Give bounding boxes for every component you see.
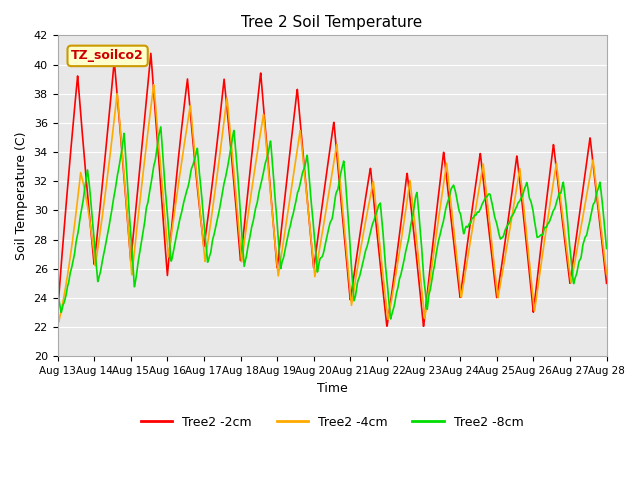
Tree2 -4cm bbox=[150, 82, 157, 88]
Tree2 -4cm bbox=[54, 317, 61, 323]
Tree2 -2cm bbox=[147, 50, 155, 56]
Tree2 -4cm bbox=[570, 265, 577, 271]
Tree2 -4cm bbox=[555, 178, 563, 184]
Line: Tree2 -4cm: Tree2 -4cm bbox=[58, 85, 607, 322]
X-axis label: Time: Time bbox=[317, 382, 348, 395]
Legend: Tree2 -2cm, Tree2 -4cm, Tree2 -8cm: Tree2 -2cm, Tree2 -4cm, Tree2 -8cm bbox=[136, 411, 529, 434]
Tree2 -2cm bbox=[348, 286, 356, 292]
Line: Tree2 -8cm: Tree2 -8cm bbox=[58, 127, 607, 319]
Tree2 -8cm bbox=[570, 281, 577, 287]
Tree2 -8cm bbox=[54, 288, 61, 294]
Tree2 -2cm bbox=[492, 288, 500, 294]
Tree2 -8cm bbox=[387, 316, 394, 322]
Tree2 -2cm bbox=[555, 185, 563, 191]
Tree2 -2cm bbox=[54, 310, 61, 315]
Tree2 -8cm bbox=[207, 249, 214, 255]
Line: Tree2 -2cm: Tree2 -2cm bbox=[58, 53, 607, 326]
Tree2 -4cm bbox=[492, 278, 500, 284]
Text: TZ_soilco2: TZ_soilco2 bbox=[71, 49, 144, 62]
Tree2 -2cm bbox=[570, 253, 577, 259]
Tree2 -2cm bbox=[603, 280, 611, 286]
Tree2 -8cm bbox=[603, 246, 611, 252]
Tree2 -4cm bbox=[54, 319, 62, 325]
Title: Tree 2 Soil Temperature: Tree 2 Soil Temperature bbox=[241, 15, 422, 30]
Tree2 -2cm bbox=[360, 205, 368, 211]
Tree2 -4cm bbox=[207, 216, 215, 222]
Tree2 -4cm bbox=[360, 226, 368, 232]
Tree2 -8cm bbox=[348, 272, 356, 278]
Tree2 -8cm bbox=[555, 193, 563, 199]
Tree2 -2cm bbox=[420, 324, 428, 329]
Tree2 -2cm bbox=[207, 192, 214, 198]
Tree2 -8cm bbox=[492, 218, 500, 224]
Tree2 -8cm bbox=[360, 255, 368, 261]
Tree2 -4cm bbox=[603, 271, 611, 277]
Y-axis label: Soil Temperature (C): Soil Temperature (C) bbox=[15, 132, 28, 260]
Tree2 -4cm bbox=[348, 298, 356, 303]
Tree2 -8cm bbox=[157, 124, 164, 130]
